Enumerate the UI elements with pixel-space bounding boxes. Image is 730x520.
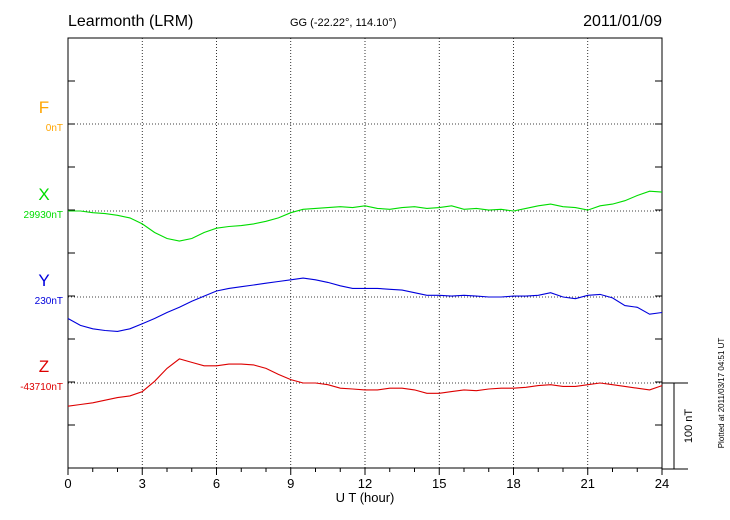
date-label: 2011/01/09	[583, 13, 662, 30]
x-tick-label: 18	[506, 476, 520, 491]
series-baseline-y: 230nT	[35, 296, 63, 307]
series-name-z: Z	[39, 357, 49, 376]
series-line-z	[67, 358, 663, 407]
x-tick-label: 3	[139, 476, 146, 491]
series-name-y: Y	[38, 271, 49, 290]
series-label-layer: F 0nT X 29930nT Y 230nT Z -43710nT	[20, 98, 63, 393]
scale-bar-label: 100 nT	[683, 409, 695, 444]
series-baseline-f: 0nT	[46, 123, 63, 134]
x-tick-label: 24	[655, 476, 669, 491]
x-tick-layer: 0 3 6 9 12 15 18 21 24	[64, 37, 669, 491]
series-line-y	[67, 277, 663, 332]
x-tick-label: 9	[287, 476, 294, 491]
series-name-x: X	[38, 185, 49, 204]
station-title: Learmonth (LRM)	[68, 13, 193, 30]
grid-layer	[68, 38, 662, 468]
x-tick-label: 15	[432, 476, 446, 491]
series-baseline-z: -43710nT	[20, 382, 63, 393]
coordinates-label: GG (-22.22°, 114.10°)	[290, 17, 396, 29]
series-baseline-x: 29930nT	[24, 210, 63, 221]
plot-frame	[67, 37, 663, 469]
x-tick-label: 0	[64, 476, 71, 491]
x-tick-label: 6	[213, 476, 220, 491]
x-tick-label: 12	[358, 476, 372, 491]
series-line-x	[68, 190, 663, 242]
plotted-timestamp: Plotted at 2011/03/17 04:51 UT	[717, 338, 726, 449]
x-axis-label: U T (hour)	[336, 490, 395, 505]
series-name-f: F	[39, 98, 49, 117]
x-tick-label: 21	[581, 476, 595, 491]
series-layer	[67, 190, 663, 407]
